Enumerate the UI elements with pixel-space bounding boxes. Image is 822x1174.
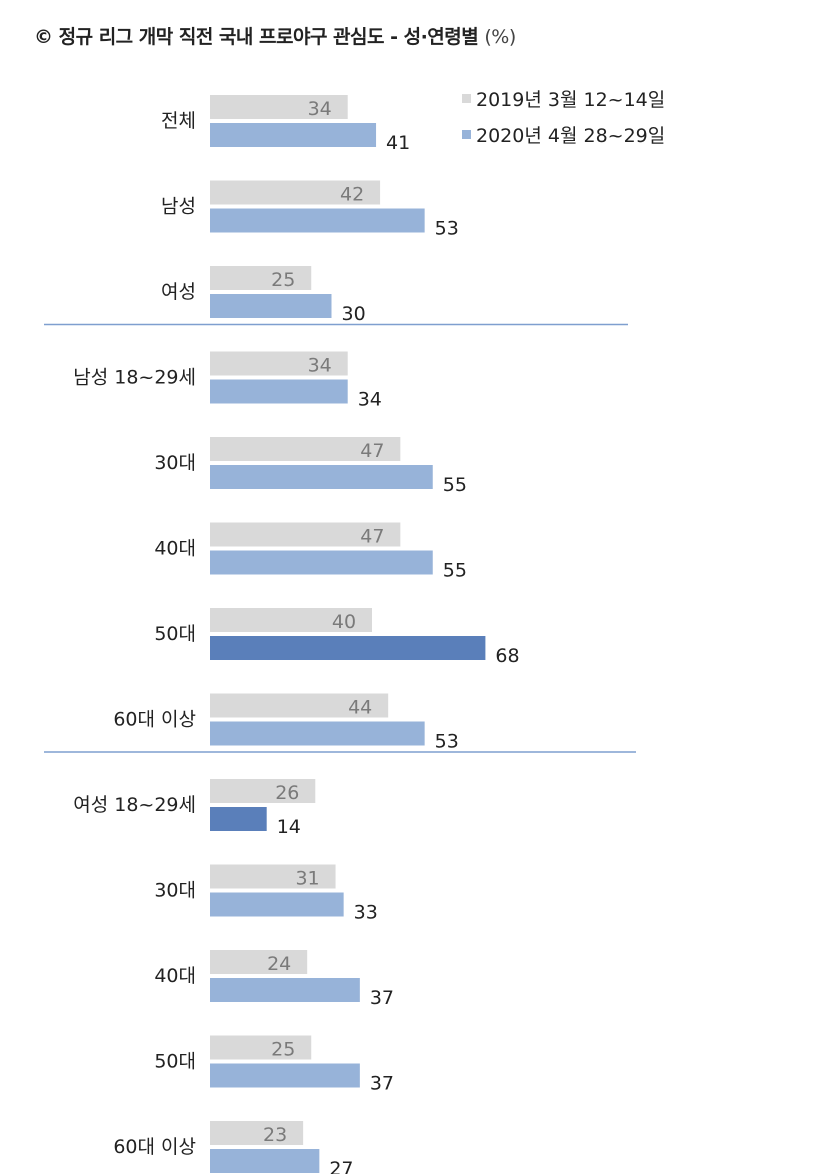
legend-swatch (462, 94, 471, 103)
bar-2020 (210, 208, 425, 233)
bar-2020 (210, 636, 486, 660)
bar-2019-value: 25 (271, 1039, 295, 1061)
bar-2020 (210, 1063, 360, 1088)
category-label: 40대 (154, 538, 196, 560)
bar-2020 (210, 379, 348, 404)
bar-2020 (210, 978, 360, 1002)
bar-2019 (210, 864, 336, 889)
category-label: 여성 18~29세 (73, 794, 196, 816)
bar-2019-value: 40 (332, 611, 356, 633)
bar-2020-value: 53 (435, 731, 459, 753)
bar-2020 (210, 294, 332, 318)
category-label: 60대 이상 (113, 1136, 196, 1158)
bar-2019-value: 44 (348, 697, 372, 719)
bar-2019 (210, 1121, 304, 1145)
bar-2020 (210, 550, 433, 575)
chart-title-text: 정규 리그 개막 직전 국내 프로야구 관심도 - 성·연령별 (58, 26, 479, 48)
bar-2019-value: 31 (295, 868, 319, 890)
category-label: 남성 (161, 196, 196, 218)
bar-2020-value: 37 (370, 987, 394, 1009)
bar-2020 (210, 1149, 320, 1173)
category-label: 50대 (154, 1051, 196, 1073)
bar-2019-value: 34 (308, 98, 332, 120)
bar-2019 (210, 950, 308, 974)
legend-label: 2019년 3월 12~14일 (476, 89, 665, 111)
bar-2020-value: 55 (443, 560, 467, 582)
bar-2019-value: 34 (308, 355, 332, 377)
legend-label: 2020년 4월 28~29일 (476, 125, 665, 147)
bar-2019-value: 47 (360, 526, 384, 548)
bar-2019-value: 25 (271, 269, 295, 291)
category-label: 여성 (161, 281, 196, 303)
bar-2020-value: 34 (358, 389, 382, 411)
category-label: 40대 (154, 965, 196, 987)
category-label: 전체 (161, 110, 196, 132)
bar-2019-value: 47 (360, 440, 384, 462)
chart-title: © 정규 리그 개막 직전 국내 프로야구 관심도 - 성·연령별 (%) (34, 22, 516, 49)
bar-2019 (210, 693, 389, 718)
bar-2019-value: 42 (340, 184, 364, 206)
bar-2020 (210, 465, 433, 489)
bar-2019-value: 26 (275, 782, 299, 804)
bar-2019 (210, 266, 312, 290)
bar-2020-value: 37 (370, 1073, 394, 1095)
bar-2019 (210, 522, 401, 547)
category-label: 남성 18~29세 (73, 367, 196, 389)
bar-2020-value: 55 (443, 474, 467, 496)
bar-2020 (210, 807, 267, 831)
copyright-icon: © (34, 26, 53, 48)
bar-2019-value: 23 (263, 1124, 287, 1146)
bar-2019 (210, 351, 348, 376)
bar-2020-value: 27 (329, 1158, 353, 1174)
bar-2020-value: 53 (435, 218, 459, 240)
bar-2019-value: 24 (267, 953, 291, 975)
chart-title-unit: (%) (484, 26, 516, 48)
category-label: 30대 (154, 452, 196, 474)
bar-2020 (210, 123, 377, 147)
category-label: 60대 이상 (113, 709, 196, 731)
bar-2019 (210, 1035, 312, 1060)
bar-2020 (210, 892, 344, 917)
category-label: 30대 (154, 880, 196, 902)
bar-2020-value: 33 (354, 902, 378, 924)
bar-2020 (210, 721, 425, 746)
bar-2019 (210, 180, 381, 205)
bar-2020-value: 68 (495, 645, 519, 667)
bar-2019 (210, 95, 348, 119)
legend-swatch (462, 130, 471, 139)
bar-2019 (210, 437, 401, 461)
bar-2020-value: 14 (277, 816, 301, 838)
bar-2019 (210, 779, 316, 803)
bar-2019 (210, 608, 372, 632)
bar-2020-value: 41 (386, 132, 410, 154)
category-label: 50대 (154, 623, 196, 645)
bar-2020-value: 30 (342, 303, 366, 325)
